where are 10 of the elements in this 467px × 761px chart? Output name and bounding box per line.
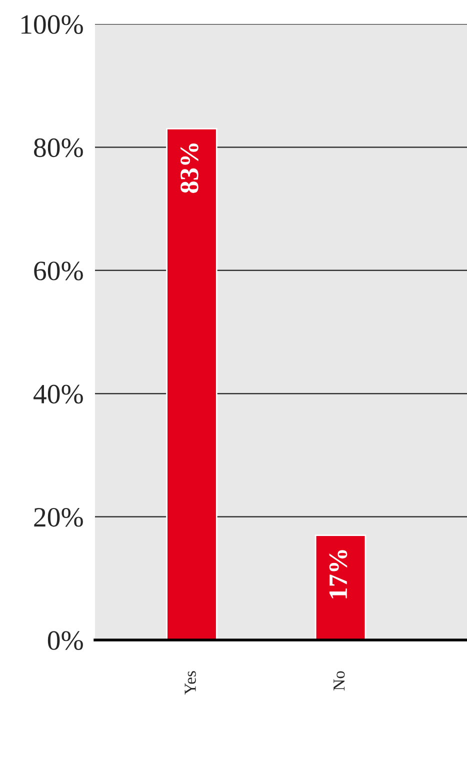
y-tick-label: 100% xyxy=(22,15,83,34)
y-tick-label: 60% xyxy=(34,262,83,280)
y-tick-label: 40% xyxy=(34,384,83,404)
y-tick-label: 20% xyxy=(34,508,83,527)
y-tick-label: 80% xyxy=(34,138,83,158)
x-tick-label: Yes xyxy=(184,671,196,695)
x-tick-label: No xyxy=(334,671,345,690)
data-label: 17% xyxy=(329,550,348,598)
y-tick-label: 0% xyxy=(48,631,83,650)
data-label: 83% xyxy=(180,144,198,193)
